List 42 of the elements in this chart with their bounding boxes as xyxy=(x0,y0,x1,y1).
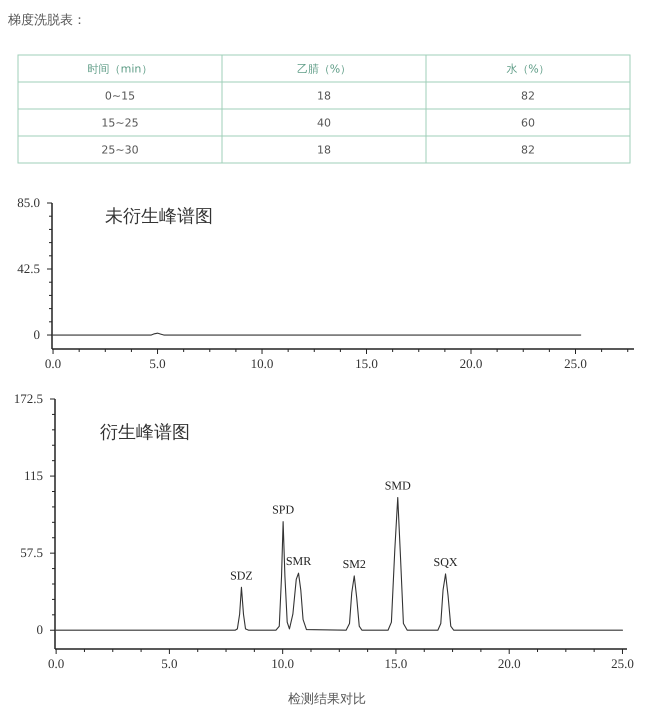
x-tick-label: 15.0 xyxy=(384,656,408,671)
text: 18 xyxy=(317,90,331,102)
annotation: SMD xyxy=(384,478,412,493)
text: 15~25 xyxy=(101,116,139,130)
y-tick-label: 172.5 xyxy=(14,391,43,406)
text: 18 xyxy=(317,144,331,156)
text: 梯度洗脱表： xyxy=(7,12,86,28)
x-tick-label: 10.0 xyxy=(271,656,294,671)
text: 检测结果对比 xyxy=(288,692,366,707)
y-tick-label: 0 xyxy=(36,622,43,638)
x-tick-label: 15.0 xyxy=(355,356,378,371)
x-tick-label: 20.0 xyxy=(498,656,521,671)
x-tick-label: 5.0 xyxy=(161,656,178,671)
chart-title: 未衍生峰谱图 xyxy=(105,206,213,227)
text: 0~15 xyxy=(104,90,136,102)
x-tick-label: 20.0 xyxy=(460,356,482,371)
text: 40 xyxy=(317,116,331,130)
x-tick-label: 0.0 xyxy=(44,356,62,371)
x-tick-label: 10.0 xyxy=(250,356,274,371)
y-tick-label: 0 xyxy=(34,327,40,342)
y-tick-label: 57.5 xyxy=(20,545,43,560)
y-tick-label: 115 xyxy=(24,468,43,484)
y-tick-label: 42.5 xyxy=(17,261,40,276)
x-tick-label: 25.0 xyxy=(564,356,587,371)
text: 60 xyxy=(521,116,535,130)
text: 82 xyxy=(521,90,535,102)
category-label: 时间（min） xyxy=(88,62,152,76)
text: 衍生峰谱图 xyxy=(100,422,190,443)
x-tick-label: 0.0 xyxy=(48,656,64,671)
y-tick-label: 85.0 xyxy=(17,195,40,210)
text: 25~30 xyxy=(101,144,139,156)
annotation: SPD xyxy=(272,502,294,517)
x-tick-label: 5.0 xyxy=(149,356,166,371)
line-series xyxy=(56,496,624,631)
text: 82 xyxy=(521,144,535,156)
annotation: SDZ xyxy=(230,568,253,582)
annotation: SMR xyxy=(286,554,312,568)
annotation: SQX xyxy=(434,554,458,569)
category-label: 水（%） xyxy=(506,62,550,76)
annotation: SM2 xyxy=(342,556,366,571)
x-tick-label: 25.0 xyxy=(611,656,634,671)
category-label: 乙腈（%） xyxy=(296,62,352,76)
